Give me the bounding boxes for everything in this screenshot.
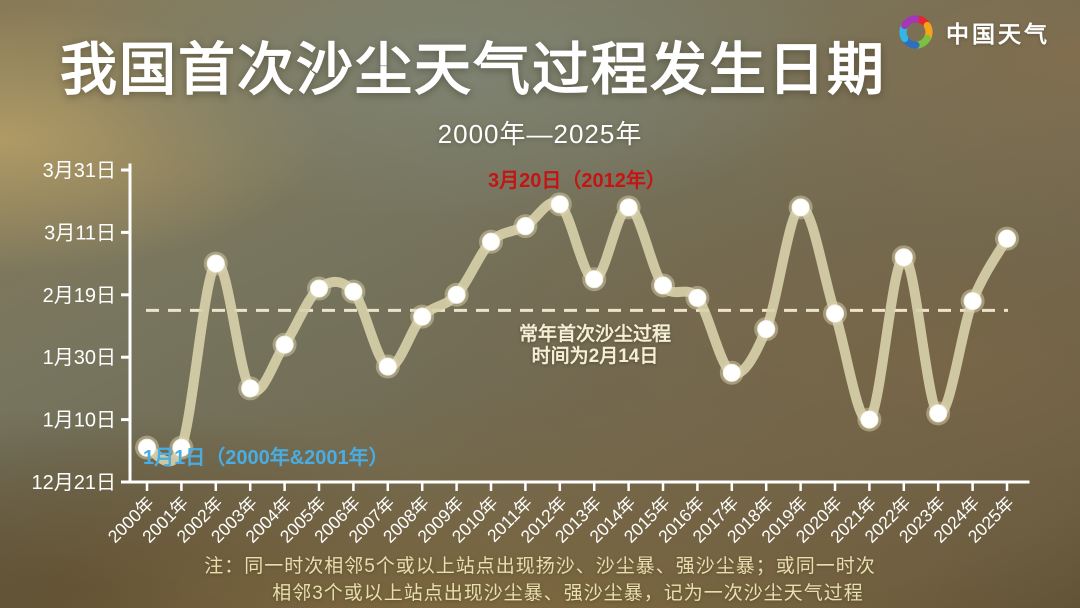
annotation-latest-date: 3月20日（2012年） <box>488 170 666 192</box>
china-weather-pinwheel-icon <box>899 15 933 49</box>
reference-line-label: 常年首次沙尘过程 时间为2月14日 <box>495 324 695 368</box>
data-point <box>481 232 501 251</box>
annotation-earliest-date: 1月1日（2000年&2001年） <box>143 447 389 469</box>
pinwheel-petal <box>901 15 920 30</box>
data-point <box>688 288 707 308</box>
data-point <box>860 410 879 429</box>
y-axis-tick-label: 3月11日 <box>44 222 116 244</box>
data-point <box>997 229 1017 248</box>
footnote: 注：同一时次相邻5个或以上站点出现扬沙、沙尘暴、强沙尘暴；或同一时次 相邻3个或… <box>0 553 1080 607</box>
data-point <box>241 379 260 398</box>
data-point <box>206 254 225 273</box>
data-point <box>378 357 397 376</box>
y-axis-tick-label: 12月21日 <box>32 472 117 494</box>
y-axis-tick-label: 1月30日 <box>43 347 116 369</box>
brand-name: 中国天气 <box>946 21 1050 47</box>
data-point <box>722 363 741 382</box>
footnote-line1: 注：同一时次相邻5个或以上站点出现扬沙、沙尘暴、强沙尘暴；或同一时次 <box>204 556 876 577</box>
reference-line-label-line2: 时间为2月14日 <box>531 346 659 367</box>
data-point <box>619 198 638 217</box>
data-point <box>825 304 845 323</box>
data-point <box>172 438 191 457</box>
y-axis-tick-label: 3月31日 <box>43 160 116 182</box>
data-point <box>929 404 948 423</box>
data-point <box>894 248 913 267</box>
data-point <box>791 198 810 217</box>
data-point <box>447 285 466 304</box>
brand-block: 中国天气 <box>894 10 1050 54</box>
data-point <box>309 279 329 298</box>
footnote-line2: 相邻3个或以上站点出现沙尘暴、强沙尘暴，记为一次沙尘天气过程 <box>272 583 864 604</box>
reference-line-label-line1: 常年首次沙尘过程 <box>518 324 671 345</box>
data-point <box>516 217 535 236</box>
y-axis-tick-label: 1月10日 <box>43 410 116 432</box>
data-point <box>757 320 776 339</box>
data-point <box>344 282 363 301</box>
data-point <box>413 307 432 326</box>
y-axis-tick-label: 2月19日 <box>43 285 116 307</box>
data-point <box>275 335 294 354</box>
page-subtitle: 2000年—2025年 <box>437 119 643 149</box>
data-point <box>653 276 673 295</box>
page-title: 我国首次沙尘天气过程发生日期 <box>60 38 886 102</box>
data-point <box>963 291 982 311</box>
data-point <box>550 195 569 214</box>
data-point <box>137 438 157 457</box>
data-point <box>585 270 604 289</box>
